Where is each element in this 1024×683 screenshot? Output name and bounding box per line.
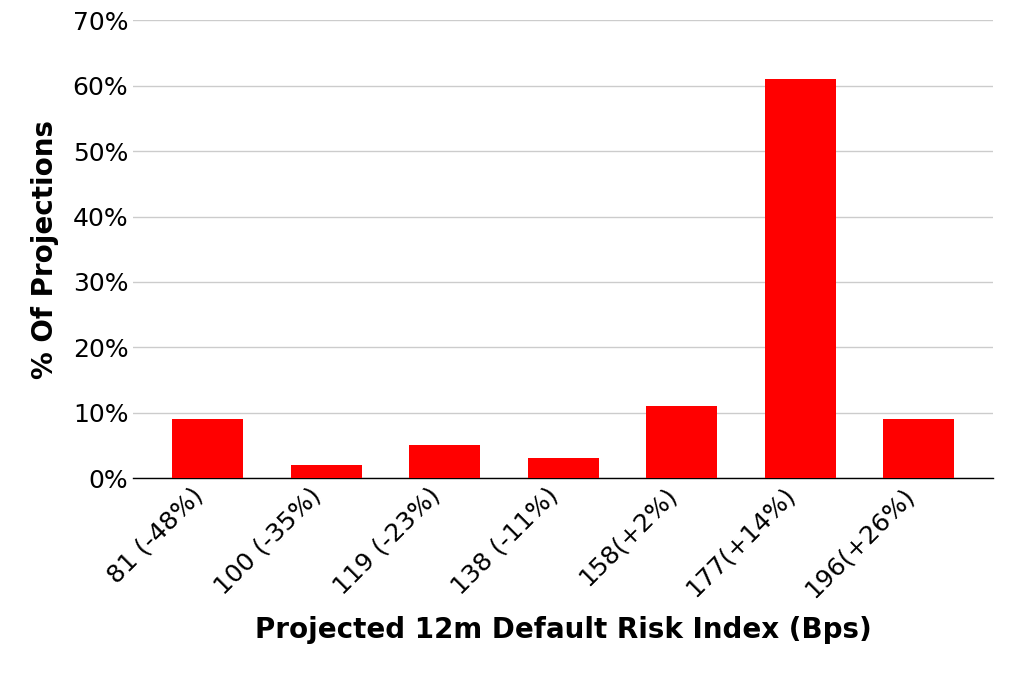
- Bar: [410, 445, 480, 478]
- Bar: [527, 458, 599, 478]
- Bar: [172, 419, 244, 478]
- Bar: [765, 79, 836, 478]
- X-axis label: Projected 12m Default Risk Index (Bps): Projected 12m Default Risk Index (Bps): [255, 615, 871, 643]
- Bar: [646, 406, 717, 478]
- Bar: [291, 465, 361, 478]
- Bar: [883, 419, 954, 478]
- Y-axis label: % Of Projections: % Of Projections: [31, 120, 58, 379]
